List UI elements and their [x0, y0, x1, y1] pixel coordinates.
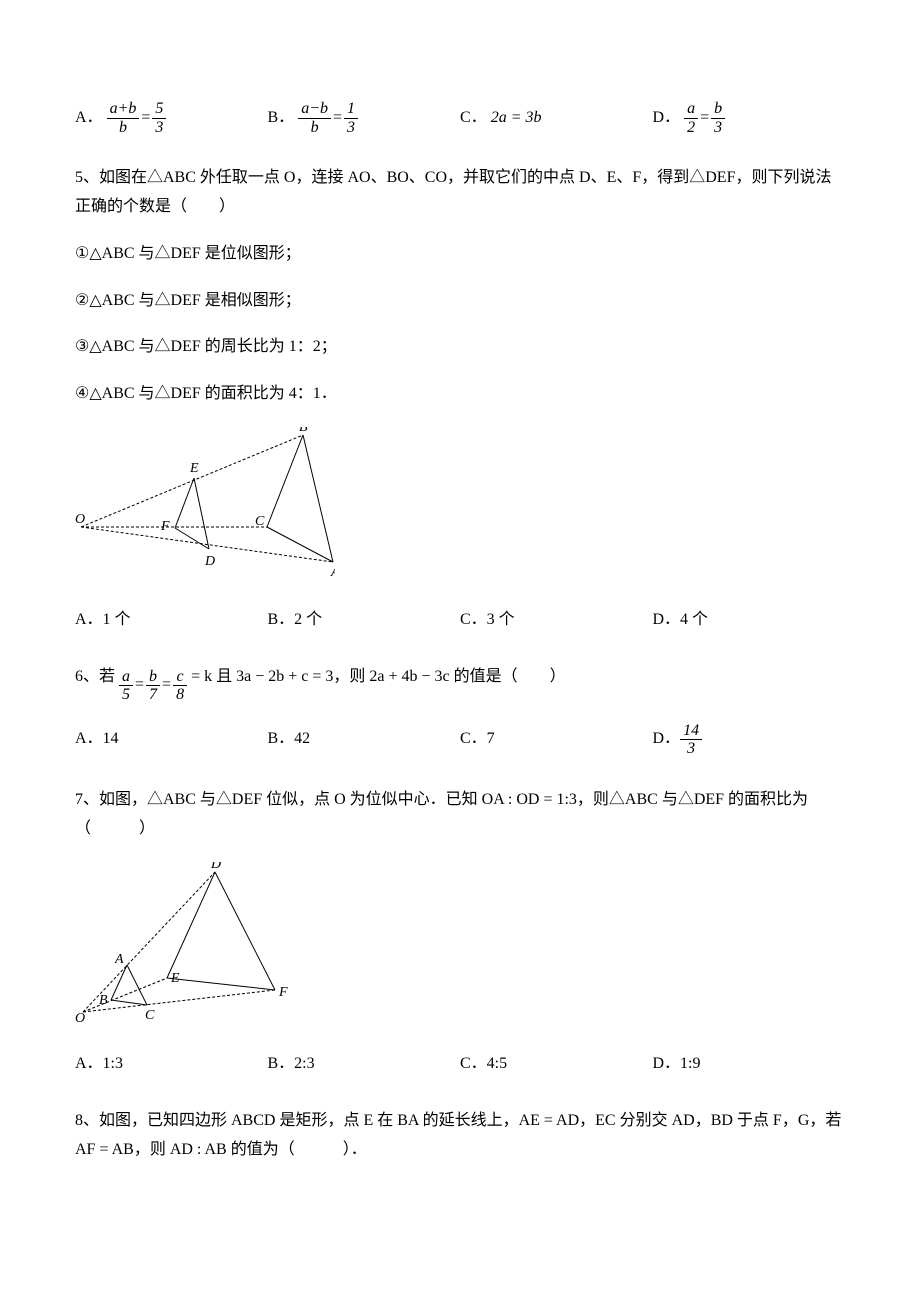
- svg-text:F: F: [278, 985, 288, 1000]
- svg-text:F: F: [160, 519, 170, 534]
- option-b: B．2 个: [268, 606, 461, 635]
- svg-text:A: A: [114, 952, 124, 967]
- svg-text:D: D: [204, 554, 215, 569]
- option-b-expr: a−bb = 13: [298, 100, 358, 136]
- option-a: A． a+bb = 53: [75, 100, 268, 136]
- option-a: A．14: [75, 722, 268, 758]
- question-5: 5、如图在△ABC 外任取一点 O，连接 AO、BO、CO，并取它们的中点 D、…: [75, 164, 845, 634]
- option-a-expr: a+bb = 53: [107, 100, 167, 136]
- svg-text:A: A: [330, 565, 335, 577]
- option-c: C．7: [460, 722, 653, 758]
- triangle-figure-5: O A B C D E F: [75, 427, 335, 577]
- option-label: B．: [268, 104, 295, 133]
- q6-options: A．14 B．42 C．7 D． 143: [75, 722, 845, 758]
- option-c-expr: 2a = 3b: [491, 104, 542, 133]
- option-d: D． a2 = b3: [653, 100, 846, 136]
- option-c: C． 2a = 3b: [460, 100, 653, 136]
- svg-text:O: O: [75, 1011, 85, 1022]
- option-a: A．1:3: [75, 1050, 268, 1079]
- q7-options: A．1:3 B．2:3 C．4:5 D．1:9: [75, 1050, 845, 1079]
- options-row: A． a+bb = 53 B． a−bb = 13 C． 2a = 3b D． …: [75, 100, 845, 136]
- svg-text:B: B: [299, 427, 308, 435]
- option-d-expr: a2 = b3: [684, 100, 725, 136]
- option-b: B．42: [268, 722, 461, 758]
- q5-statement-4: ④△ABC 与△DEF 的面积比为 4：1．: [75, 380, 845, 409]
- q5-statement-1: ①△ABC 与△DEF 是位似图形；: [75, 240, 845, 269]
- svg-text:O: O: [75, 512, 85, 527]
- svg-text:D: D: [210, 862, 221, 872]
- option-b: B． a−bb = 13: [268, 100, 461, 136]
- q5-statement-2: ②△ABC 与△DEF 是相似图形；: [75, 287, 845, 316]
- option-d: D．4 个: [653, 606, 846, 635]
- svg-text:E: E: [170, 971, 180, 986]
- q6-stem: 6、若 a5 = b7 = c8 = k 且 3a − 2b + c = 3，则…: [75, 663, 845, 704]
- q7-figure: O D E F A B C: [75, 862, 845, 1033]
- q6-chain-fraction: a5 = b7 = c8: [119, 668, 187, 704]
- svg-text:C: C: [255, 514, 265, 529]
- option-c: C．4:5: [460, 1050, 653, 1079]
- question-7: 7、如图，△ABC 与△DEF 位似，点 O 为位似中心．已知 OA : OD …: [75, 786, 845, 1079]
- option-label: A．: [75, 104, 103, 133]
- q5-options: A．1 个 B．2 个 C．3 个 D．4 个: [75, 606, 845, 635]
- triangle-figure-7: O D E F A B C: [75, 862, 295, 1022]
- q8-stem: 8、如图，已知四边形 ABCD 是矩形，点 E 在 BA 的延长线上，AE = …: [75, 1107, 845, 1165]
- q5-statement-3: ③△ABC 与△DEF 的周长比为 1：2；: [75, 333, 845, 362]
- q5-stem: 5、如图在△ABC 外任取一点 O，连接 AO、BO、CO，并取它们的中点 D、…: [75, 164, 845, 222]
- option-d: D． 143: [653, 722, 846, 758]
- option-b: B．2:3: [268, 1050, 461, 1079]
- option-d: D．1:9: [653, 1050, 846, 1079]
- option-label: C．: [460, 104, 487, 133]
- svg-text:C: C: [145, 1008, 155, 1022]
- svg-text:E: E: [189, 461, 199, 476]
- q5-figure: O A B C D E F: [75, 427, 845, 588]
- question-4-options: A． a+bb = 53 B． a−bb = 13 C． 2a = 3b D． …: [75, 100, 845, 136]
- question-6: 6、若 a5 = b7 = c8 = k 且 3a − 2b + c = 3，则…: [75, 663, 845, 758]
- option-label: D．: [653, 104, 681, 133]
- svg-text:B: B: [99, 993, 108, 1008]
- question-8: 8、如图，已知四边形 ABCD 是矩形，点 E 在 BA 的延长线上，AE = …: [75, 1107, 845, 1165]
- option-a: A．1 个: [75, 606, 268, 635]
- option-c: C．3 个: [460, 606, 653, 635]
- q7-stem: 7、如图，△ABC 与△DEF 位似，点 O 为位似中心．已知 OA : OD …: [75, 786, 845, 844]
